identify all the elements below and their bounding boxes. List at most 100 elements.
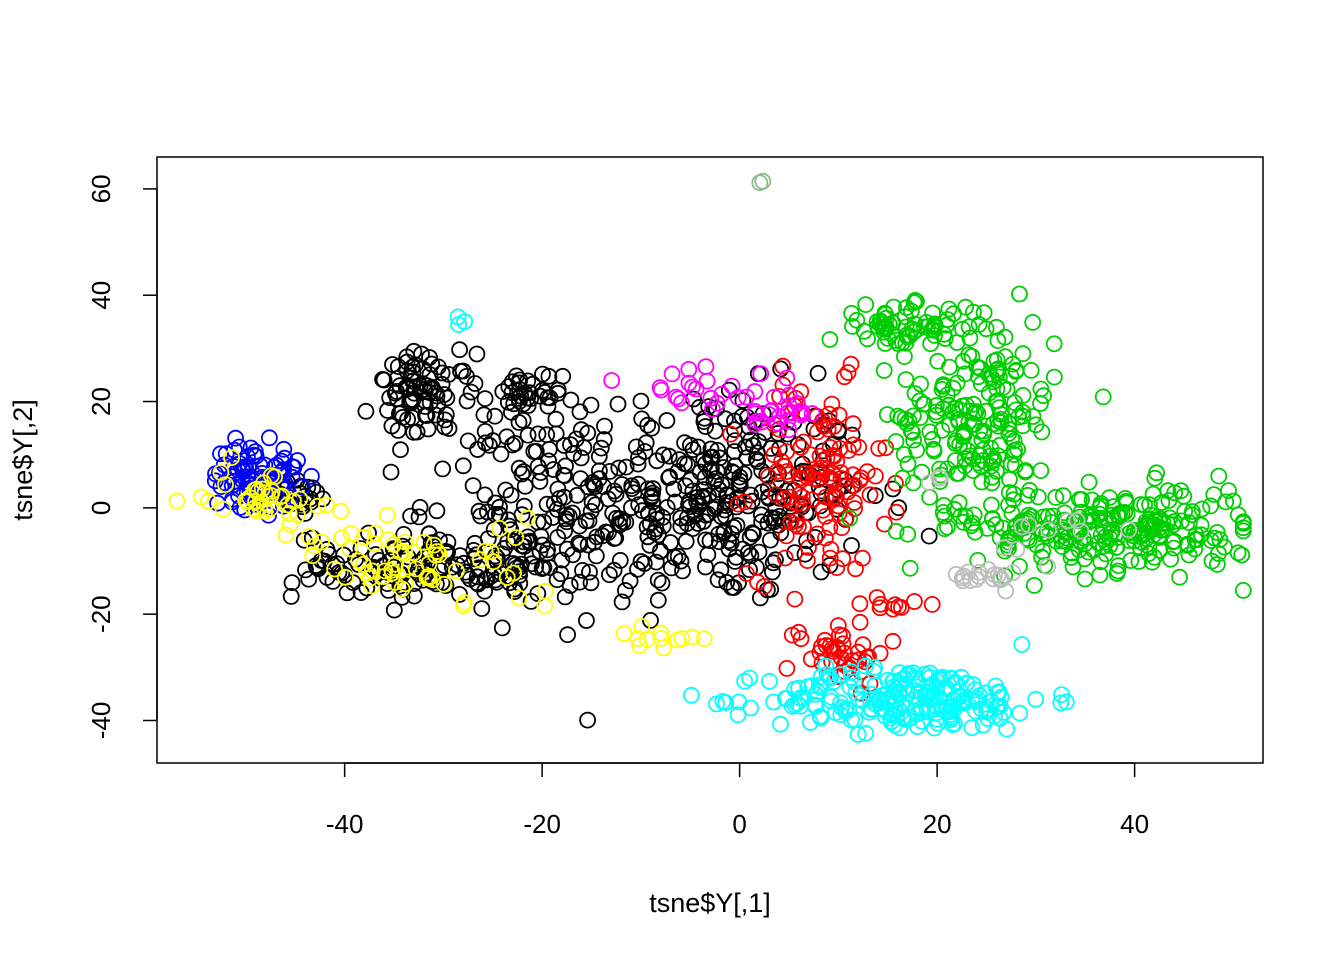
scatter-point: [1210, 545, 1227, 562]
scatter-point: [867, 467, 884, 485]
scatter-point: [672, 517, 690, 535]
scatter-point: [866, 487, 884, 505]
scatter-point: [939, 518, 956, 536]
x-axis-label: tsne$Y[,1]: [649, 888, 771, 918]
scatter-point: [1027, 690, 1045, 708]
scatter-point: [764, 554, 782, 572]
scatter-point: [275, 440, 293, 458]
scatter-point: [667, 388, 685, 406]
scatter-point: [652, 624, 670, 642]
scatter-point: [708, 394, 726, 412]
scatter-point: [1117, 492, 1135, 510]
scatter-point: [887, 433, 905, 450]
scatter-point: [705, 473, 723, 491]
scatter-point: [309, 497, 327, 515]
scatter-point: [653, 574, 671, 592]
scatter-point: [776, 549, 794, 567]
scatter-point: [1014, 386, 1032, 404]
scatter-point: [984, 570, 1002, 588]
scatter-point: [842, 669, 860, 686]
scatter-point: [921, 423, 939, 441]
scatter-point: [506, 434, 524, 452]
scatter-point: [875, 362, 893, 379]
scatter-point: [709, 441, 726, 459]
scatter-point: [1005, 485, 1023, 503]
scatter-point: [1092, 497, 1110, 515]
scatter-point: [991, 697, 1009, 715]
scatter-point: [669, 390, 687, 408]
scatter-point: [812, 709, 830, 727]
scatter-point: [903, 302, 920, 320]
scatter-point: [272, 452, 290, 470]
scatter-point: [485, 553, 502, 571]
scatter-point: [529, 585, 547, 602]
scatter-point: [514, 395, 532, 413]
scatter-point: [944, 379, 962, 397]
scatter-point: [814, 501, 832, 519]
scatter-point: [662, 534, 679, 551]
scatter-point: [1014, 417, 1032, 435]
scatter-point: [894, 469, 911, 487]
scatter-point: [611, 552, 629, 569]
scatter-point: [641, 515, 659, 533]
scatter-point: [504, 436, 521, 454]
scatter-point: [734, 392, 752, 409]
scatter-point: [590, 447, 608, 465]
scatter-point: [629, 455, 647, 473]
scatter-point: [617, 458, 635, 476]
scatter-point: [650, 526, 667, 544]
scatter-point: [395, 526, 413, 543]
scatter-point: [979, 561, 997, 578]
scatter-point: [434, 460, 452, 478]
scatter-point: [1052, 694, 1070, 712]
scatter-point: [658, 412, 676, 429]
scatter-point: [360, 524, 377, 542]
scatter-point: [966, 523, 984, 541]
scatter-point: [1217, 493, 1235, 511]
scatter-point: [698, 372, 716, 390]
scatter-point: [499, 533, 517, 551]
scatter-point: [973, 452, 991, 470]
scatter-point: [630, 449, 647, 467]
scatter-point: [516, 384, 533, 402]
scatter-point: [1234, 582, 1252, 599]
scatter-point: [741, 669, 758, 687]
scatter-point: [280, 505, 298, 522]
scatter-point: [663, 559, 680, 577]
scatter-point: [810, 463, 828, 481]
scatter-point: [936, 507, 953, 525]
scatter-point: [822, 669, 839, 687]
scatter-point: [868, 589, 886, 606]
scatter-point: [212, 464, 230, 481]
scatter-point: [225, 441, 243, 459]
scatter-point: [392, 543, 410, 561]
scatter-point: [438, 389, 456, 407]
scatter-point: [238, 468, 256, 486]
scatter-point: [680, 374, 698, 392]
scatter-point: [281, 489, 299, 507]
scatter-point: [1165, 513, 1183, 530]
scatter-point: [553, 551, 571, 569]
scatter-point: [279, 496, 297, 514]
scatter-point: [701, 532, 719, 550]
scatter-point: [595, 478, 612, 495]
scatter-point: [936, 520, 954, 538]
x-tick-label: 40: [1120, 809, 1149, 839]
scatter-point: [1047, 488, 1065, 506]
scatter-point: [544, 509, 562, 526]
scatter-point: [1040, 521, 1057, 539]
scatter-point: [533, 560, 551, 577]
scatter-point: [1140, 538, 1158, 555]
scatter-point: [1192, 516, 1210, 534]
scatter-point: [912, 700, 929, 718]
scatter-point: [958, 674, 975, 692]
scatter-point: [610, 459, 628, 477]
scatter-point: [682, 436, 699, 454]
scatter-point: [1161, 509, 1179, 527]
scatter-point: [963, 719, 981, 737]
scatter-point: [857, 657, 874, 675]
scatter-point: [1072, 522, 1090, 540]
scatter-point: [850, 438, 868, 456]
scatter-point: [941, 358, 958, 376]
